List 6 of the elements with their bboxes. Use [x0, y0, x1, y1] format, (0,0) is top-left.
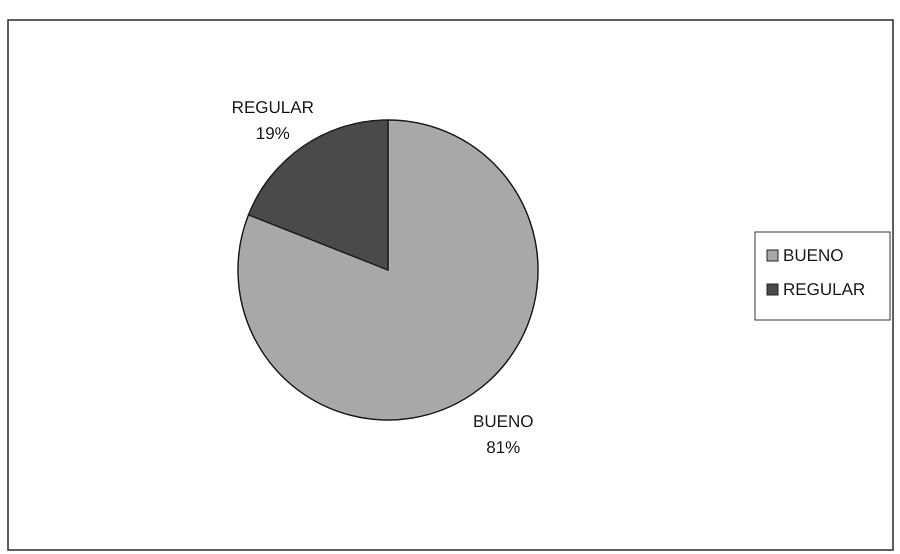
slice-label: REGULAR — [232, 98, 314, 117]
data-label: 81% — [486, 438, 520, 458]
data-label: 19% — [256, 124, 290, 143]
legend-label: REGULAR — [783, 280, 866, 299]
slice-label: BUENO — [472, 412, 534, 432]
legend-label: BUENO — [783, 246, 844, 265]
